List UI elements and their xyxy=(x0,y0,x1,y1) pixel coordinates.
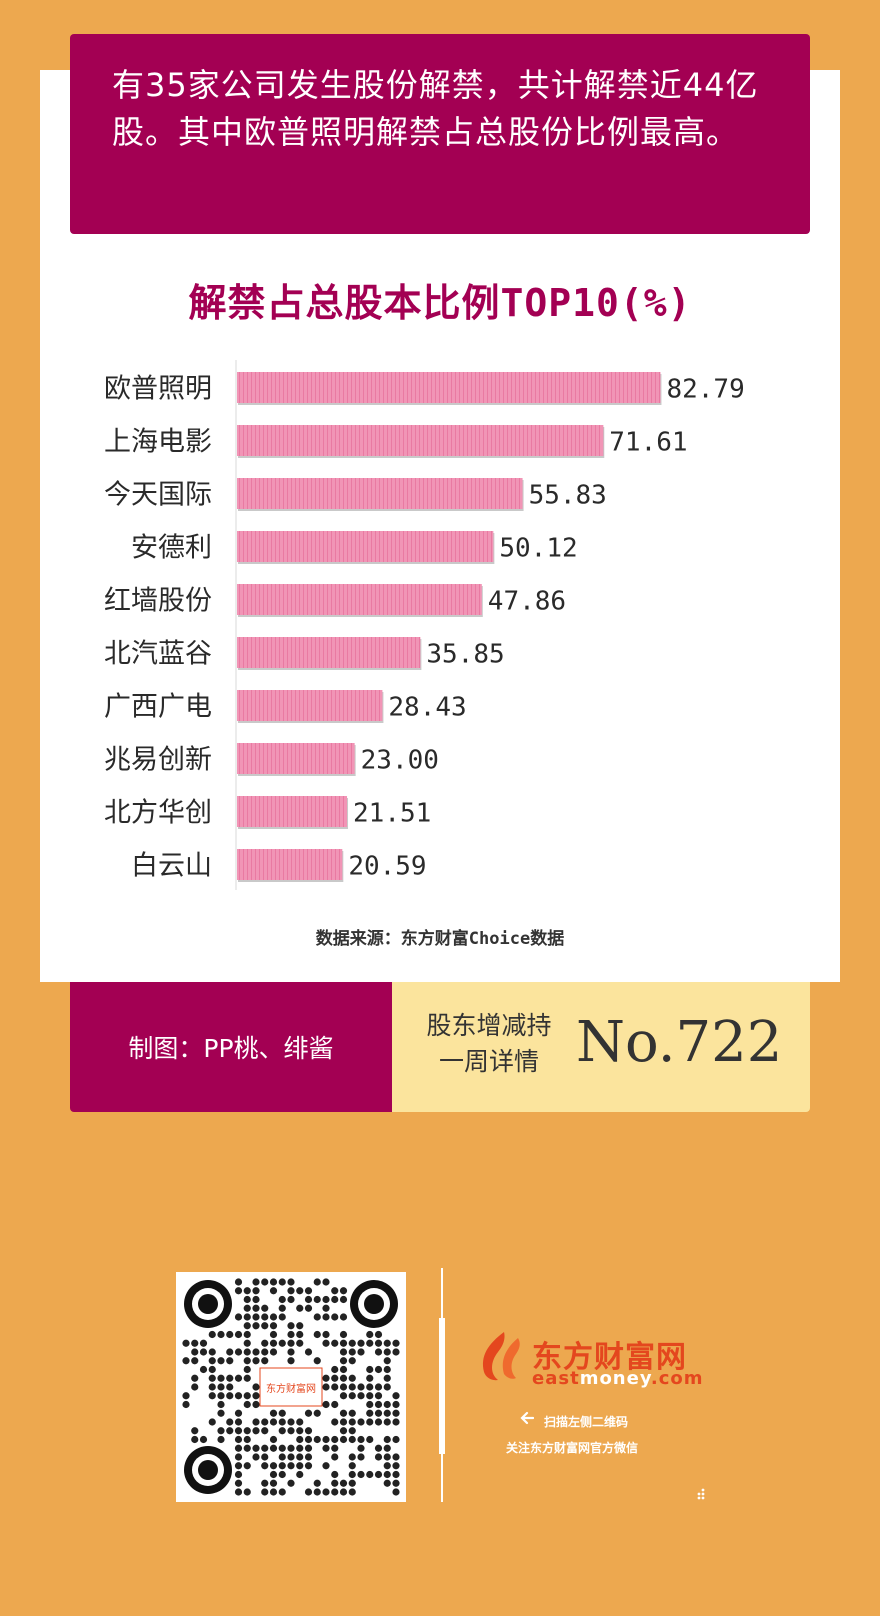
brand-name-dotcom: .com xyxy=(650,1368,704,1389)
brand-name-east: east xyxy=(532,1368,580,1389)
brand-name-en: eastmoney.com xyxy=(532,1368,704,1389)
bar xyxy=(237,584,482,615)
category-label: 红墙股份 xyxy=(104,586,212,617)
bar xyxy=(237,796,348,827)
qr-center-text: 东方财富网 xyxy=(266,1382,316,1395)
divider-mark xyxy=(439,1318,445,1454)
bar xyxy=(237,425,604,456)
category-label: 北汽蓝谷 xyxy=(104,639,212,670)
value-label: 21.51 xyxy=(353,799,431,829)
category-label: 兆易创新 xyxy=(104,745,212,776)
category-label: 今天国际 xyxy=(104,480,212,511)
value-label: 35.85 xyxy=(426,640,504,670)
category-label: 欧普照明 xyxy=(104,374,212,405)
flame-logo-icon xyxy=(482,1332,520,1381)
value-label: 50.12 xyxy=(499,534,577,564)
qr-code-icon[interactable]: 东方财富网 xyxy=(176,1272,406,1502)
brand-name-cn: 东方财富网 xyxy=(532,1340,687,1375)
follow-text: 关注东方财富网官方微信 xyxy=(506,1441,639,1455)
scan-hint: 扫描左侧二维码 xyxy=(544,1415,629,1429)
column-name-line1: 股东增减持 xyxy=(426,1011,552,1040)
bar xyxy=(237,637,421,668)
dots-icon xyxy=(697,1488,705,1500)
bar-chart: 欧普照明 82.79 上海电影 71.61 今天国际 55.83 安德利 50.12 红墙股份 4… xyxy=(104,360,745,890)
category-label: 上海电影 xyxy=(104,427,212,458)
value-label: 55.83 xyxy=(529,481,607,511)
footer-credit: 制图：PP桃、绯酱 xyxy=(128,1034,334,1063)
footer-column-panel: 股东增减持 一周详情 No.722 xyxy=(392,982,810,1112)
value-label: 71.61 xyxy=(609,428,687,458)
column-name-line2: 一周详情 xyxy=(438,1047,539,1076)
bar xyxy=(237,531,494,562)
column-name: 股东增减持 一周详情 xyxy=(414,1008,564,1080)
category-label: 广西广电 xyxy=(104,692,212,723)
value-label: 20.59 xyxy=(348,852,426,882)
data-source: 数据来源：东方财富Choice数据 xyxy=(315,929,565,949)
value-label: 28.43 xyxy=(388,693,466,723)
value-label: 82.79 xyxy=(666,375,744,405)
bar xyxy=(237,372,661,403)
arrow-left-icon xyxy=(520,1411,534,1425)
category-label: 白云山 xyxy=(131,851,212,882)
bar xyxy=(237,849,343,880)
headline-banner: 有35家公司发生股份解禁，共计解禁近44亿股。其中欧普照明解禁占总股份比例最高。 xyxy=(70,34,810,234)
headline-text: 有35家公司发生股份解禁，共计解禁近44亿股。其中欧普照明解禁占总股份比例最高。 xyxy=(112,66,759,151)
bar xyxy=(237,690,383,721)
bar xyxy=(237,478,523,509)
category-label: 北方华创 xyxy=(104,798,212,829)
issue-number: No.722 xyxy=(576,1010,783,1075)
chart-title: 解禁占总股本比例TOP10(%) xyxy=(188,281,692,325)
value-label: 47.86 xyxy=(488,587,566,617)
value-label: 23.00 xyxy=(361,746,439,776)
bar xyxy=(237,743,355,774)
brand-name-money: money xyxy=(579,1368,651,1389)
footer-credit-panel: 制图：PP桃、绯酱 xyxy=(70,982,392,1112)
category-label: 安德利 xyxy=(131,533,212,564)
